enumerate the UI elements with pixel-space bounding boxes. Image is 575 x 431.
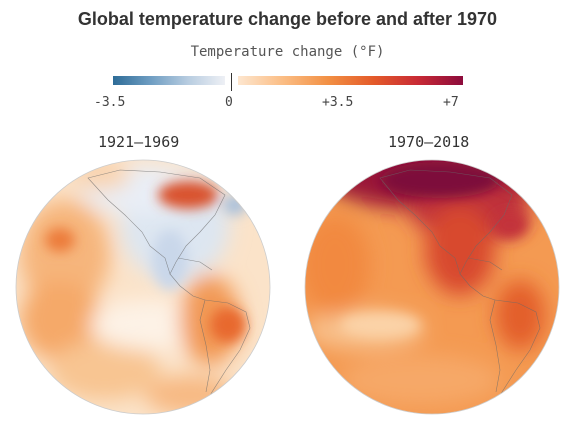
- globe-1921-1969: [16, 160, 270, 414]
- chart-title: Global temperature change before and aft…: [77, 9, 498, 29]
- legend-tick-plus-7: +7: [443, 95, 459, 110]
- legend-tick-zero: 0: [225, 95, 233, 110]
- globe-label-1921-1969: 1921–1969: [98, 133, 180, 151]
- legend-tick-plus-3-5: +3.5: [322, 95, 354, 110]
- legend-zero-tick: [231, 73, 232, 91]
- legend-scale-negative: [113, 76, 225, 85]
- legend-tick-minus-3-5: -3.5: [94, 95, 126, 110]
- legend-scale-positive: [238, 76, 463, 85]
- globe-1970-2018: [305, 160, 559, 414]
- legend-title: Temperature change (°F): [190, 44, 385, 60]
- globe-label-1970-2018: 1970–2018: [388, 133, 470, 151]
